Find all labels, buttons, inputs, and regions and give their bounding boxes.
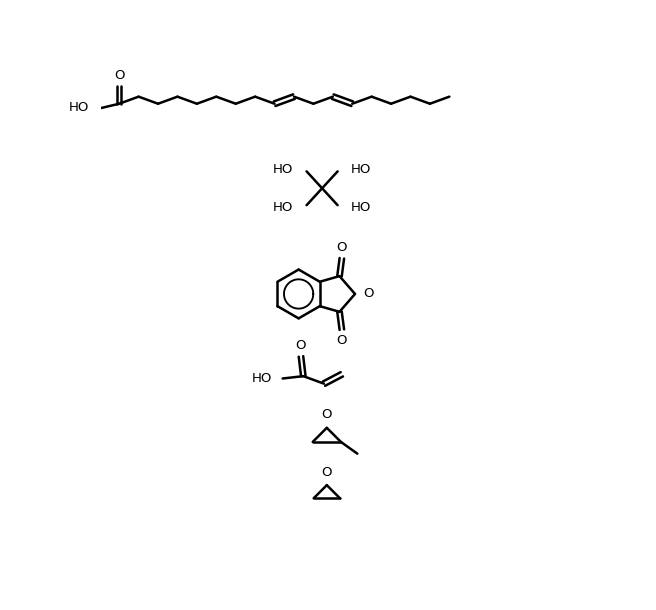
Text: HO: HO [69,101,89,114]
Text: O: O [337,334,347,347]
Text: HO: HO [351,201,371,214]
Text: HO: HO [351,162,371,176]
Text: HO: HO [273,162,293,176]
Text: O: O [363,287,373,301]
Text: HO: HO [251,372,272,385]
Text: O: O [321,408,332,422]
Text: O: O [114,69,125,82]
Text: O: O [321,465,332,479]
Text: O: O [296,339,306,352]
Text: HO: HO [273,201,293,214]
Text: O: O [337,240,347,254]
